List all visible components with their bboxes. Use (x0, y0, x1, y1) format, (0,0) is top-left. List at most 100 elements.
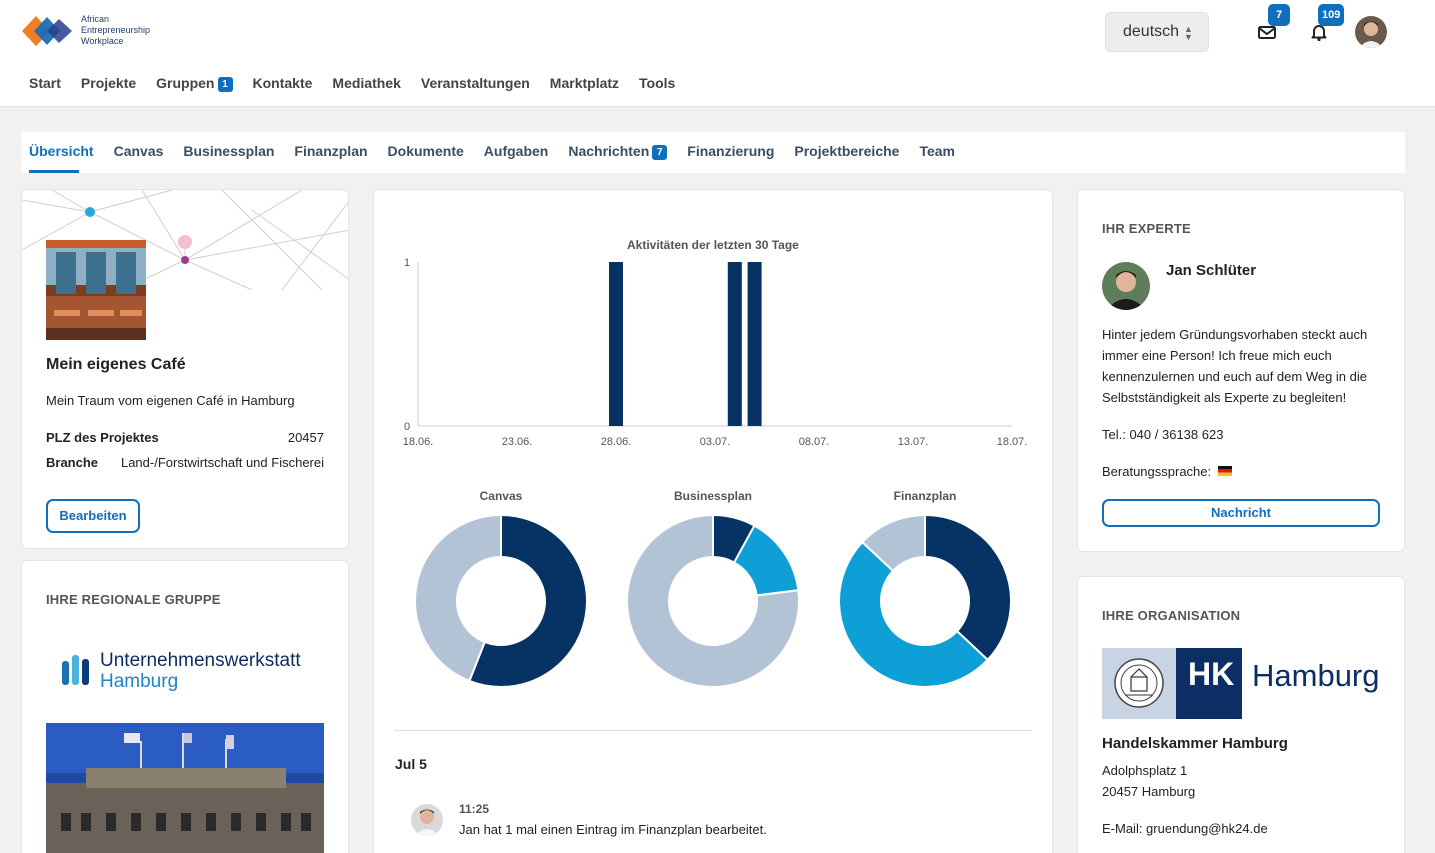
donut-slice[interactable] (468, 513, 588, 688)
group-building-image (46, 723, 324, 853)
plz-value: 20457 (287, 430, 324, 445)
donut-slice[interactable] (838, 540, 990, 688)
nav-item-start[interactable]: Start (29, 75, 61, 92)
nav-item-label: Projekte (80, 75, 137, 91)
donut-slice[interactable] (924, 513, 1012, 662)
expert-phone: Tel.: 040 / 36138 623 (1102, 427, 1224, 442)
branche-value: Land-/Forstwirtschaft und Fischerei (120, 455, 324, 470)
tab-dokumente[interactable]: Dokumente (388, 143, 464, 160)
nav-item-veranstaltungen[interactable]: Veranstaltungen (421, 75, 530, 92)
expert-intro: Hinter jedem Gründungsvorhaben steckt au… (1102, 327, 1368, 405)
nav-item-tools[interactable]: Tools (639, 75, 675, 92)
x-tick-label: 28.06. (601, 436, 632, 448)
select-arrows-icon: ▲ ▼ (1184, 24, 1193, 42)
tab-badge: 7 (652, 145, 668, 160)
tab-label: Finanzplan (294, 143, 368, 159)
tab-label: Aufgaben (483, 143, 549, 159)
branche-row: Branche Land-/Forstwirtschaft und Fische… (46, 455, 324, 470)
activity-bar[interactable] (609, 262, 623, 426)
hk-logo-city: Hamburg (1252, 658, 1380, 693)
uw-logo-line-1: Unternehmenswerkstatt (100, 650, 301, 671)
tab-nachrichten[interactable]: Nachrichten 7 (568, 143, 668, 160)
logo-line-3: Workplace (81, 36, 124, 46)
activity-card: Aktivitäten der letzten 30 Tage 0 1 18.06.… (373, 189, 1053, 853)
tab-canvas[interactable]: Canvas (114, 143, 164, 160)
tab-team[interactable]: Team (919, 143, 955, 160)
nav-item-projekte[interactable]: Projekte (81, 75, 136, 92)
nav-item-label: Marktplatz (549, 75, 620, 91)
activity-chart-title: Aktivitäten der letzten 30 Tage (627, 238, 799, 252)
feed-date: Jul 5 (395, 756, 427, 772)
tab-businessplan[interactable]: Businessplan (183, 143, 274, 160)
organisation-street: Adolphsplatz 1 (1102, 763, 1188, 778)
project-description: Mein Traum vom eigenen Café in Hamburg (46, 393, 295, 408)
organisation-email[interactable]: E-Mail: gruendung@hk24.de (1102, 821, 1268, 836)
tab-overview[interactable]: Übersicht (29, 143, 94, 160)
nav-item-label: Tools (639, 75, 676, 91)
project-tabs: Übersicht Canvas Businessplan Finanzplan Dok… (21, 132, 1405, 173)
notification-badge: 109 (1318, 4, 1345, 26)
organisation-heading: IHRE ORGANISATION (1102, 608, 1241, 623)
edit-button[interactable]: Bearbeiten (46, 499, 140, 533)
uw-logo-text: Unternehmenswerkstatt Hamburg (100, 650, 301, 692)
logo-line-1: African (81, 14, 110, 24)
tab-label: Finanzierung (687, 143, 775, 159)
user-avatar-image (1355, 16, 1387, 48)
nav-item-gruppen[interactable]: Gruppen 1 (156, 75, 233, 92)
hk-logo-letters: HK (1188, 656, 1235, 692)
mail-badge: 7 (1268, 4, 1290, 26)
canvas-chart-title: Canvas (479, 489, 523, 503)
nav-item-label: Kontakte (252, 75, 313, 91)
activity-bar[interactable] (747, 262, 762, 426)
progress-donut-charts (414, 513, 1012, 688)
x-tick-label: 08.07. (799, 436, 830, 448)
donut-slice[interactable] (860, 513, 926, 573)
regional-group-heading: IHRE REGIONALE GRUPPE (46, 592, 221, 607)
app-logo[interactable]: African Entrepreneurship Workplace (22, 14, 182, 50)
bell-icon[interactable] (1309, 22, 1329, 42)
tab-aufgaben[interactable]: Aufgaben (484, 143, 549, 160)
project-card: Mein eigenes Café Mein Traum vom eigenen… (21, 189, 349, 549)
expert-language-row: Beratungssprache: (1102, 464, 1232, 479)
tab-finanzierung[interactable]: Finanzierung (687, 143, 774, 160)
message-button[interactable]: Nachricht (1102, 499, 1380, 527)
x-tick-label: 18.07. (997, 436, 1028, 448)
activity-bar[interactable] (727, 262, 742, 426)
logo-mark-icon (22, 16, 72, 46)
nav-item-badge: 1 (217, 77, 233, 92)
plz-row: PLZ des Projektes 20457 (46, 430, 324, 445)
tab-label: Dokumente (387, 143, 464, 159)
nav-item-label: Start (29, 75, 61, 91)
tab-label: Übersicht (29, 143, 94, 159)
donut-slice[interactable] (626, 513, 800, 688)
tab-projektbereiche[interactable]: Projektbereiche (794, 143, 899, 160)
nav-item-kontakte[interactable]: Kontakte (253, 75, 313, 92)
tab-label: Team (919, 143, 955, 159)
businessplan-chart-title: Businessplan (673, 489, 753, 503)
tab-finanzplan[interactable]: Finanzplan (294, 143, 367, 160)
nav-item-mediathek[interactable]: Mediathek (332, 75, 400, 92)
mail-icon[interactable] (1257, 22, 1277, 42)
branche-label: Branche (46, 455, 99, 470)
language-select[interactable]: deutsch ▲ ▼ (1105, 12, 1209, 52)
nav-item-marktplatz[interactable]: Marktplatz (550, 75, 619, 92)
uw-logo-line-2: Hamburg (100, 671, 179, 692)
organisation-city: 20457 Hamburg (1102, 784, 1196, 799)
expert-name: Jan Schlüter (1166, 262, 1257, 279)
project-title: Mein eigenes Café (46, 356, 186, 373)
tab-label: Nachrichten (568, 143, 650, 159)
expert-avatar (1102, 262, 1150, 310)
x-tick-label: 03.07. (700, 436, 731, 448)
user-avatar[interactable] (1355, 16, 1387, 48)
regional-group-card: IHRE REGIONALE GRUPPE Unternehmenswerkst… (21, 560, 349, 853)
nav-item-label: Gruppen (156, 75, 215, 91)
hk-seal-icon (1114, 658, 1164, 708)
tab-label: Canvas (113, 143, 164, 159)
x-tick-label: 18.06. (403, 436, 434, 448)
expert-card: IHR EXPERTE Jan Schlüter Hinter jedem Gr… (1077, 189, 1405, 552)
feed-avatar (411, 804, 443, 836)
network-background (22, 190, 348, 290)
active-tab-indicator (29, 170, 79, 173)
donut-slice[interactable] (414, 513, 502, 683)
feed-divider (394, 730, 1032, 731)
